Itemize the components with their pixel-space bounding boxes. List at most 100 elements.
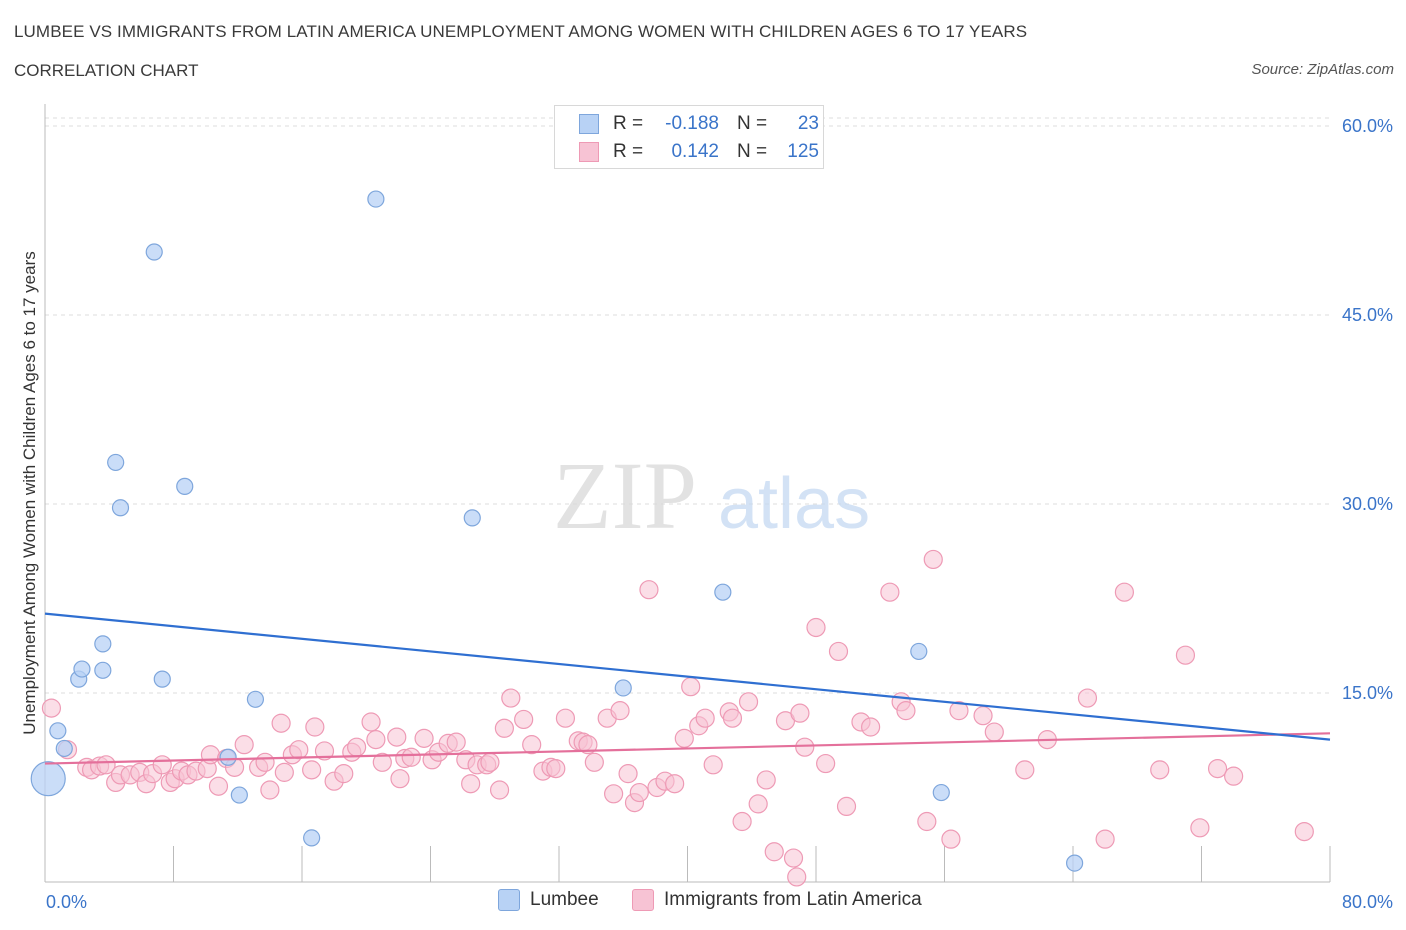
data-point-latin-america xyxy=(896,701,916,721)
data-point-latin-america xyxy=(665,774,685,794)
data-point-latin-america xyxy=(703,755,723,775)
trend-line-lumbee xyxy=(44,612,1331,741)
data-point-latin-america xyxy=(681,677,701,697)
data-point-lumbee xyxy=(614,679,632,697)
data-point-latin-america xyxy=(861,717,881,737)
data-point-latin-america xyxy=(401,747,421,767)
legend-r-label: R = xyxy=(613,141,644,162)
data-point-latin-america xyxy=(836,796,857,817)
data-point-latin-america xyxy=(674,728,694,748)
data-point-lumbee xyxy=(111,499,130,517)
data-point-latin-america xyxy=(1190,818,1210,838)
data-point-latin-america xyxy=(390,769,410,789)
data-point-latin-america xyxy=(387,727,407,747)
data-point-latin-america xyxy=(722,708,743,728)
trend-line-latin-america xyxy=(44,732,1331,765)
legend-label-lumbee: Lumbee xyxy=(530,889,599,910)
data-point-latin-america xyxy=(610,701,630,721)
legend-item-latin[interactable]: Immigrants from Latin America xyxy=(632,889,922,911)
data-point-latin-america xyxy=(41,698,62,718)
data-point-latin-america xyxy=(756,770,776,790)
data-point-latin-america xyxy=(806,617,826,638)
data-point-lumbee xyxy=(94,661,112,679)
data-point-latin-america xyxy=(816,753,836,774)
data-point-latin-america xyxy=(501,688,521,708)
data-point-latin-america xyxy=(1150,760,1170,780)
y-tick-label: 15.0% xyxy=(1342,683,1393,703)
data-point-latin-america xyxy=(314,741,335,761)
legend-row-lumbee: R = -0.188 N = 23 xyxy=(579,112,819,136)
data-point-latin-america xyxy=(271,713,291,733)
legend-n-label: N = xyxy=(737,141,768,162)
data-point-latin-america xyxy=(1175,645,1196,665)
data-point-lumbee xyxy=(55,739,73,758)
data-point-lumbee xyxy=(107,453,125,472)
series-lumbee-points xyxy=(30,190,1084,872)
data-point-latin-america xyxy=(917,811,937,832)
data-point-lumbee xyxy=(145,243,163,261)
tick-labels: 15.0% 30.0% 45.0% 60.0% 0.0% 80.0% xyxy=(46,116,1393,912)
data-point-latin-america xyxy=(584,752,604,772)
data-point-lumbee xyxy=(932,783,950,802)
data-point-lumbee xyxy=(910,642,928,661)
data-point-latin-america xyxy=(1224,766,1244,786)
data-point-latin-america xyxy=(732,811,752,832)
data-point-latin-america xyxy=(764,842,784,862)
data-point-lumbee xyxy=(463,509,481,527)
data-point-latin-america xyxy=(522,735,542,755)
data-point-latin-america xyxy=(347,737,367,757)
data-point-latin-america xyxy=(618,764,638,784)
data-point-latin-america xyxy=(446,732,466,752)
data-point-latin-america xyxy=(787,867,807,887)
data-point-lumbee xyxy=(153,670,171,688)
legend-label-latin: Immigrants from Latin America xyxy=(664,889,922,910)
data-point-latin-america xyxy=(555,708,576,728)
trend-lines xyxy=(44,612,1331,765)
legend-n-value: 23 xyxy=(797,113,819,134)
data-point-latin-america xyxy=(695,708,715,728)
y-tick-label: 45.0% xyxy=(1342,305,1393,325)
data-point-latin-america xyxy=(274,762,294,782)
legend-r-value: 0.142 xyxy=(671,141,719,162)
data-point-lumbee xyxy=(49,722,67,740)
data-point-latin-america xyxy=(414,728,434,748)
legend-n-value: 125 xyxy=(787,141,819,162)
data-point-lumbee xyxy=(219,748,237,766)
series-legend: Lumbee Immigrants from Latin America xyxy=(0,889,1406,915)
data-point-latin-america xyxy=(790,703,810,723)
data-point-latin-america xyxy=(1207,758,1228,779)
data-point-latin-america xyxy=(208,776,229,796)
data-point-lumbee xyxy=(1066,854,1084,872)
legend-r-label: R = xyxy=(613,113,644,134)
data-point-latin-america xyxy=(302,760,322,780)
data-point-latin-america xyxy=(795,737,815,757)
watermark-zip: ZIP xyxy=(553,442,697,549)
data-point-latin-america xyxy=(738,692,759,712)
legend-r-value: -0.188 xyxy=(665,113,719,134)
data-point-latin-america xyxy=(234,735,254,755)
source-label: Source: ZipAtlas.com xyxy=(1251,61,1394,78)
legend-item-lumbee[interactable]: Lumbee xyxy=(498,889,599,911)
data-point-latin-america xyxy=(200,745,221,765)
x-tick-label: 0.0% xyxy=(46,892,87,912)
data-point-latin-america xyxy=(255,752,275,772)
legend-n-label: N = xyxy=(737,113,768,134)
data-point-lumbee xyxy=(176,477,194,495)
data-point-latin-america xyxy=(748,794,768,814)
data-point-lumbee xyxy=(94,635,112,653)
data-point-latin-america xyxy=(489,780,510,800)
data-point-latin-america xyxy=(1077,688,1098,708)
series-latin-america-points xyxy=(41,549,1314,887)
data-point-latin-america xyxy=(578,735,598,755)
data-point-latin-america xyxy=(949,701,969,721)
data-point-latin-america xyxy=(461,774,481,794)
data-point-latin-america xyxy=(1015,760,1035,780)
legend-row-latin: R = 0.142 N = 125 xyxy=(579,140,819,164)
x-tick-label: 80.0% xyxy=(1342,892,1393,912)
data-point-latin-america xyxy=(514,709,534,730)
data-point-latin-america xyxy=(152,755,172,775)
chart-subtitle: CORRELATION CHART xyxy=(14,61,199,80)
y-axis-label: Unemployment Among Women with Children A… xyxy=(20,251,39,735)
data-point-latin-america xyxy=(260,780,280,800)
data-point-latin-america xyxy=(941,829,961,849)
